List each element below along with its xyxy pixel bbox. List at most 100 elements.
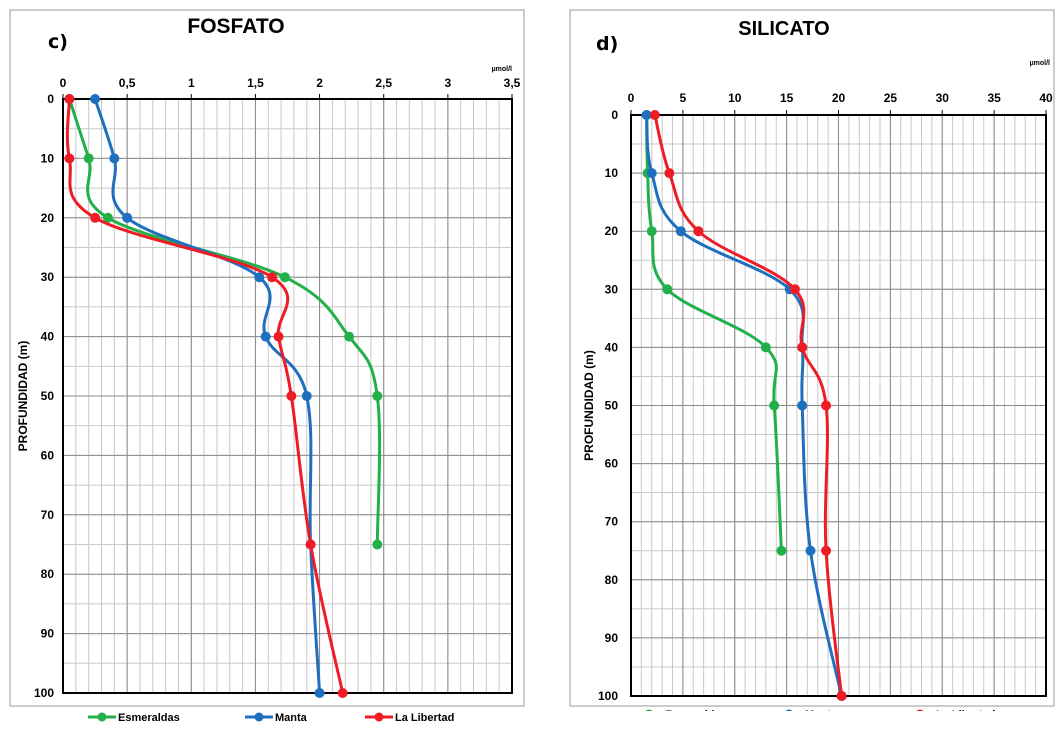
legend-marker (915, 709, 925, 719)
panel-letter: d) (596, 33, 618, 55)
legend: Esmeraldas Manta La Libertad (88, 712, 454, 724)
legend-label: La Libertad (395, 712, 454, 724)
x-tick-label: 3 (445, 76, 452, 90)
y-axis-label: PROFUNDIDAD (m) (582, 350, 596, 461)
data-point (279, 272, 290, 283)
grid-lines (62, 98, 513, 694)
panel-letter: c) (48, 31, 68, 53)
y-axis-label: PROFUNDIDAD (m) (16, 341, 30, 452)
legend-label: Manta (275, 712, 308, 724)
x-tick-label: 0,5 (119, 76, 136, 90)
data-point (301, 391, 312, 401)
data-point (344, 331, 355, 342)
data-point (821, 545, 832, 556)
data-point (641, 110, 652, 120)
x-tick-label: 35 (987, 91, 1001, 105)
legend: Esmeraldas Manta La Libertad (635, 709, 995, 721)
plot-area-border (62, 98, 513, 694)
legend-label: Manta (805, 709, 838, 711)
panel-frame (9, 9, 525, 707)
legend-marker (374, 712, 384, 722)
y-tick-label: 50 (41, 389, 55, 403)
y-tick-label: 70 (605, 515, 619, 529)
data-point (254, 272, 265, 283)
legend-marker (644, 709, 654, 719)
data-point (662, 284, 673, 295)
y-tick-label: 30 (605, 282, 619, 296)
x-tick-label: 0 (60, 76, 67, 90)
data-point (314, 688, 325, 698)
x-tick-label: 1,5 (247, 76, 264, 90)
chart-title: SILICATO (738, 18, 829, 40)
chart-silicato: 0 5 10 15 20 25 30 35 40 0 10 20 30 40 50 60 70 80 90 100 SI… (569, 9, 1055, 721)
x-tick-label: 0 (628, 91, 635, 105)
data-point (760, 342, 771, 353)
x-tick-label: 2,5 (375, 76, 392, 90)
data-point (646, 168, 657, 179)
data-point (305, 539, 316, 550)
legend-label: Esmeraldas (118, 712, 180, 724)
x-tick-label: 5 (680, 91, 687, 105)
legend-label: Esmeraldas (665, 709, 727, 711)
unit-label: µmol/l (492, 66, 512, 73)
y-tick-label: 30 (41, 270, 55, 284)
data-point (273, 331, 284, 342)
legend-marker (254, 712, 264, 722)
data-point (776, 545, 787, 556)
legend-label: La Libertad (936, 709, 995, 711)
data-point (260, 331, 271, 342)
data-point (109, 153, 120, 164)
y-tick-label: 40 (605, 340, 619, 354)
legend-marker (784, 709, 794, 719)
data-point (372, 391, 383, 401)
data-point (64, 153, 75, 164)
data-point (372, 539, 383, 550)
data-point (789, 284, 800, 295)
data-point (90, 94, 101, 104)
data-point (267, 272, 278, 283)
data-point (90, 212, 101, 223)
y-tick-label: 80 (41, 567, 55, 581)
chart-fosfato: 0 0,5 1 1,5 2 2,5 3 3,5 0 10 20 30 40 50 60 70 80 90 100 FO… (9, 9, 525, 724)
x-tick-label: 30 (936, 91, 950, 105)
y-tick-label: 40 (41, 330, 55, 344)
data-point (646, 226, 657, 237)
data-point (769, 400, 780, 411)
y-tick-label: 10 (41, 151, 55, 165)
series-line (645, 113, 783, 553)
data-point (693, 226, 704, 237)
data-point (836, 691, 847, 701)
y-tick-label: 90 (605, 631, 619, 645)
data-point (797, 400, 808, 411)
x-tick-label: 15 (780, 91, 794, 105)
data-point (83, 153, 94, 164)
data-point (337, 688, 348, 698)
data-point (797, 342, 808, 353)
y-tick-label: 10 (605, 166, 619, 180)
y-tick-label: 60 (41, 448, 55, 462)
chart-panel-silicato: 0 5 10 15 20 25 30 35 40 0 10 20 30 40 50 60 70 80 90 100 SI… (568, 8, 1056, 721)
x-tick-label: 10 (728, 91, 742, 105)
data-point (675, 226, 686, 237)
y-tick-label: 0 (611, 108, 618, 122)
x-tick-label: 25 (884, 91, 898, 105)
data-point (64, 94, 75, 104)
data-point (122, 212, 133, 223)
y-tick-label: 0 (47, 92, 54, 106)
y-tick-label: 60 (605, 457, 619, 471)
x-tick-label: 20 (832, 91, 846, 105)
y-tick-label: 20 (605, 224, 619, 238)
grid-lines (630, 114, 1047, 697)
x-tick-label: 1 (188, 76, 195, 90)
y-tick-label: 100 (34, 686, 54, 700)
y-tick-label: 20 (41, 211, 55, 225)
chart-title: FOSFATO (187, 15, 284, 38)
data-point (805, 545, 816, 556)
series-la-libertad (64, 94, 348, 698)
series-la-libertad (649, 110, 847, 701)
data-point (649, 110, 660, 120)
y-tick-label: 70 (41, 508, 55, 522)
y-tick-label: 80 (605, 573, 619, 587)
legend-marker (97, 712, 107, 722)
data-point (821, 400, 832, 411)
